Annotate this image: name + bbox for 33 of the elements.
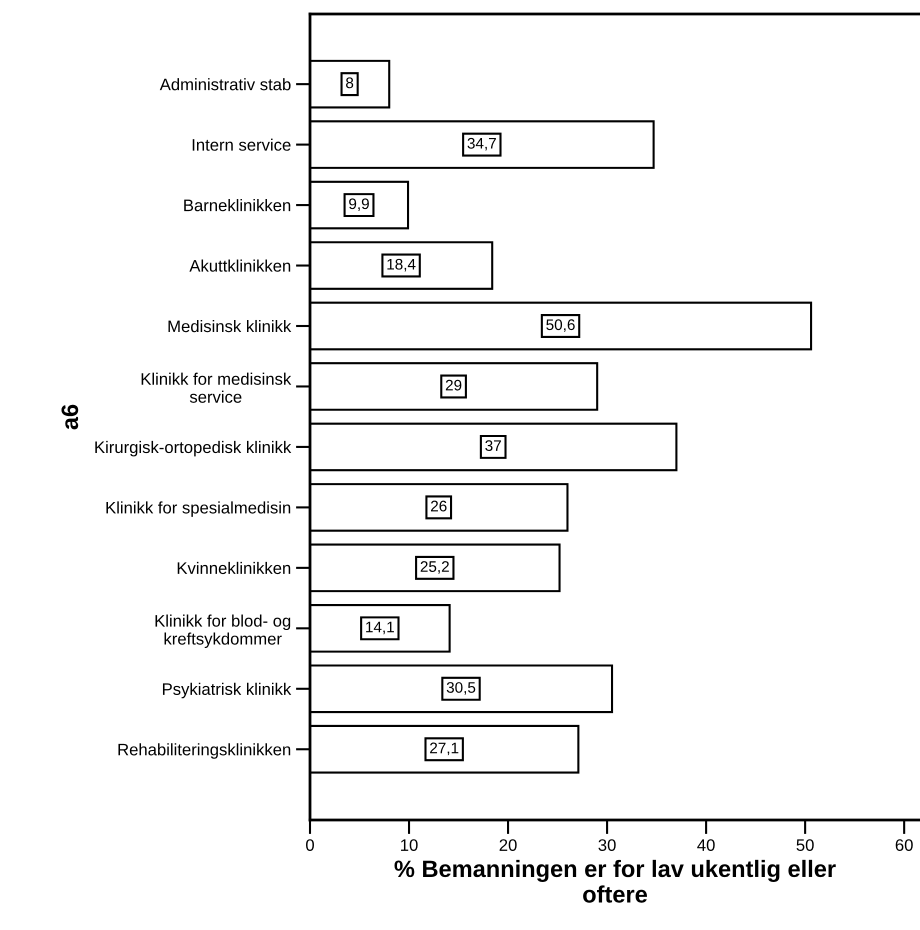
y-tick-label: Kirurgisk-ortopedisk klinikk <box>95 440 292 456</box>
y-tick-label: Intern service <box>192 138 291 151</box>
data-label: 25,2 <box>420 561 449 574</box>
data-label: 30,5 <box>446 682 476 695</box>
x-tick-label: 50 <box>796 839 814 851</box>
data-label: 8 <box>346 77 354 88</box>
y-tick-label: Klinikk for blod- og kreftsykdommer <box>156 614 290 648</box>
x-tick-label: 20 <box>500 839 517 851</box>
y-tick-label: Administrativ stab <box>160 78 291 90</box>
y-axis-title: a6 <box>61 404 78 430</box>
x-tick-label: 30 <box>598 839 616 851</box>
y-tick-label: Barneklinikken <box>184 199 290 212</box>
data-label: 29 <box>446 380 462 391</box>
data-label: 14,1 <box>366 622 394 634</box>
data-label: 50,6 <box>546 319 575 332</box>
y-tick-label: Kvinneklinikken <box>178 562 290 574</box>
x-axis-title: % Bemanningen er for lav ukentlig eller oftere <box>394 860 836 903</box>
data-label: 27,1 <box>430 742 458 756</box>
y-tick-label: Klinikk for medisinsk service <box>142 372 292 403</box>
data-label: 37 <box>485 440 501 452</box>
y-tick-label: Klinikk for spesialmedisin <box>106 501 290 517</box>
x-tick-label: 10 <box>401 839 418 851</box>
y-tick-label: Psykiatrisk klinikk <box>162 682 292 698</box>
data-label: 9,9 <box>349 198 369 211</box>
x-tick-label: 60 <box>896 839 913 851</box>
data-label: 18,4 <box>387 258 416 272</box>
data-label: 34,7 <box>468 138 496 151</box>
x-tick-label: 40 <box>697 839 715 851</box>
y-tick-label: Medisinsk klinikk <box>168 320 292 332</box>
data-label: 26 <box>431 500 447 512</box>
x-tick-label: 0 <box>306 839 314 851</box>
y-tick-label: Akuttklinikken <box>189 259 290 272</box>
y-tick-label: Rehabiliteringsklinikken <box>118 743 290 759</box>
